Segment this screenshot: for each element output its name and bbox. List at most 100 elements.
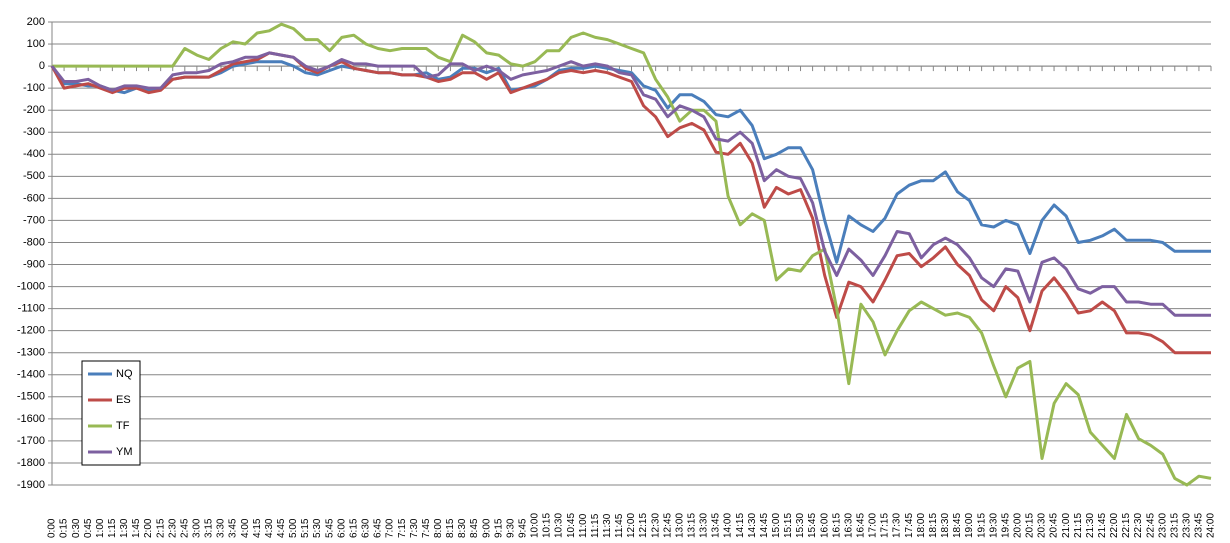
series-line: [50, 51, 1211, 317]
x-tick-label: 11:30: [602, 513, 613, 538]
x-tick-label: 20:30: [1037, 513, 1048, 538]
x-tick-label: 23:30: [1181, 513, 1192, 538]
x-tick-label: 2:30: [167, 518, 178, 538]
x-tick-label: 18:45: [952, 513, 963, 538]
x-tick-label: 5:00: [288, 518, 299, 538]
x-tick-label: 11:00: [578, 513, 589, 538]
x-tick-label: 19:30: [988, 513, 999, 538]
x-tick-label: 0:45: [83, 518, 94, 538]
x-tick-label: 2:15: [155, 518, 166, 538]
y-tick-label: -800: [23, 236, 45, 248]
x-tick-label: 21:00: [1061, 513, 1072, 538]
y-tick-label: -900: [23, 258, 45, 270]
x-tick-label: 6:15: [348, 518, 359, 538]
x-tick-label: 0:30: [71, 518, 82, 538]
x-tick-label: 20:45: [1049, 513, 1060, 538]
x-tick-label: 4:45: [276, 518, 287, 538]
x-tick-label: 22:30: [1133, 513, 1144, 538]
x-tick-label: 15:15: [783, 513, 794, 538]
x-tick-label: 2:45: [179, 518, 190, 538]
x-tick-label: 21:30: [1085, 513, 1096, 538]
x-tick-label: 0:15: [59, 518, 70, 538]
legend-box: [81, 360, 141, 466]
x-tick-label: 20:15: [1025, 513, 1036, 538]
x-tick-label: 17:45: [904, 513, 915, 538]
y-tick-label: -1500: [17, 391, 45, 403]
x-tick-label: 11:45: [614, 513, 625, 538]
x-tick-label: 9:30: [505, 518, 516, 538]
y-tick-label: -1800: [17, 457, 45, 469]
series-line: [50, 51, 1211, 355]
x-tick-label: 3:00: [192, 518, 203, 538]
x-tick-label: 23:00: [1157, 513, 1168, 538]
x-tick-label: 13:00: [674, 513, 685, 538]
y-tick-label: -500: [23, 170, 45, 182]
x-tick-label: 16:30: [843, 513, 854, 538]
x-tick-label: 1:45: [131, 518, 142, 538]
x-tick-label: 5:15: [300, 518, 311, 538]
x-tick-label: 23:45: [1194, 513, 1205, 538]
x-tick-label: 9:00: [481, 518, 492, 538]
x-tick-label: 14:00: [723, 513, 734, 538]
y-tick-label: -1400: [17, 369, 45, 381]
x-tick-label: 0:00: [47, 518, 58, 538]
x-tick-label: 1:15: [107, 518, 118, 538]
x-tick-label: 19:15: [976, 513, 987, 538]
x-tick-label: 13:15: [687, 513, 698, 538]
x-tick-label: 17:15: [880, 513, 891, 538]
y-tick-label: 0: [39, 60, 45, 72]
y-tick-label: -200: [23, 104, 45, 116]
y-tick-label: -1700: [17, 435, 45, 447]
x-tick-label: 1:00: [95, 518, 106, 538]
y-tick-label: -1100: [18, 303, 45, 315]
x-tick-label: 18:15: [928, 513, 939, 538]
x-tick-label: 16:45: [856, 513, 867, 538]
x-tick-label: 12:45: [662, 513, 673, 538]
x-tick-label: 12:15: [638, 513, 649, 538]
legend-label: TF: [116, 420, 130, 432]
x-tick-label: 22:00: [1109, 513, 1120, 538]
x-tick-label: 22:45: [1145, 513, 1156, 538]
x-tick-label: 12:00: [626, 513, 637, 538]
x-tick-label: 4:15: [252, 518, 263, 538]
x-tick-label: 7:30: [409, 518, 420, 538]
legend: NQ ES TF YM: [81, 360, 141, 466]
x-tick-label: 10:15: [542, 513, 553, 538]
y-tick-label: -1600: [17, 413, 45, 425]
x-tick-label: 23:15: [1169, 513, 1180, 538]
x-tick-label: 10:00: [530, 513, 541, 538]
x-tick-label: 13:45: [711, 513, 722, 538]
x-tick-label: 13:30: [699, 513, 710, 538]
x-tick-label: 18:00: [916, 513, 927, 538]
legend-label: YM: [116, 446, 133, 458]
x-tick-label: 4:00: [240, 518, 251, 538]
y-tick-label: -1300: [17, 347, 45, 359]
y-tick-label: 200: [27, 16, 45, 28]
y-tick-label: -700: [23, 214, 45, 226]
x-tick-label: 22:15: [1121, 513, 1132, 538]
x-tick-label: 6:30: [361, 518, 372, 538]
x-tick-label: 14:30: [747, 513, 758, 538]
x-tick-label: 21:45: [1097, 513, 1108, 538]
x-tick-label: 3:45: [228, 518, 239, 538]
legend-label: NQ: [116, 368, 133, 380]
x-tick-label: 20:00: [1012, 513, 1023, 538]
x-tick-label: 24:00: [1206, 513, 1217, 538]
x-tick-label: 12:30: [650, 513, 661, 538]
x-tick-label: 19:00: [964, 513, 975, 538]
x-tick-label: 19:45: [1000, 513, 1011, 538]
x-tick-label: 3:30: [216, 518, 227, 538]
y-tick-label: -1900: [17, 479, 45, 491]
y-tick-label: -400: [23, 148, 45, 160]
x-tick-label: 21:15: [1073, 513, 1084, 538]
x-tick-label: 8:15: [445, 518, 456, 538]
x-tick-label: 8:45: [469, 518, 480, 538]
x-tick-label: 10:30: [554, 513, 565, 538]
series-line: [50, 60, 1211, 264]
x-tick-label: 7:45: [421, 518, 432, 538]
x-tick-label: 15:00: [771, 513, 782, 538]
x-tick-label: 4:30: [264, 518, 275, 538]
x-tick-label: 6:45: [373, 518, 384, 538]
y-tick-label: -600: [23, 192, 45, 204]
